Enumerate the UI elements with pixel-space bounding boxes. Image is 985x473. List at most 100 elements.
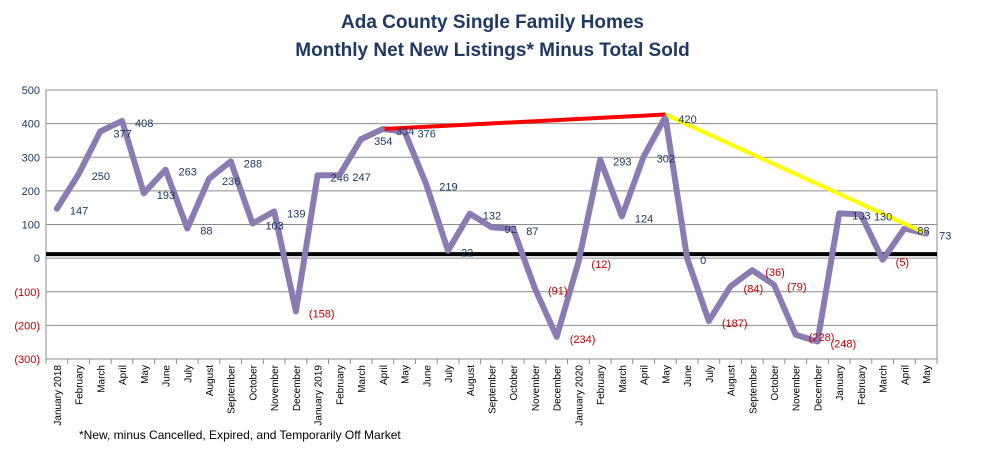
x-tick-label: April [118,365,129,385]
x-tick-label: February [75,365,86,405]
data-point [489,225,494,230]
data-point [185,226,190,231]
data-point [815,339,820,344]
data-label: 376 [418,129,436,141]
data-point [163,167,168,172]
data-point [424,182,429,187]
data-point [250,221,255,226]
data-label: 92 [505,224,517,236]
x-tick-label: August [727,365,738,396]
data-label: 22 [461,248,473,260]
data-label: (228) [809,332,835,344]
data-label: 302 [657,154,675,166]
data-label: 408 [135,118,153,130]
footnote: *New, minus Cancelled, Expired, and Temp… [79,428,401,442]
data-point [750,268,755,273]
x-tick-label: February [596,365,607,405]
chart-subtitle: Monthly Net New Listings* Minus Total So… [295,40,690,61]
x-tick-label: January 2018 [53,365,64,426]
data-label: 219 [439,181,457,193]
x-tick-label: November [792,364,803,411]
data-point [446,248,451,253]
x-tick-label: December [292,364,303,411]
x-tick-label: June [162,365,173,387]
y-tick-label: 400 [22,119,40,131]
x-tick-label: July [183,365,194,383]
data-label: 132 [483,211,501,223]
x-tick-label: November [531,364,542,411]
y-tick-label: (300) [14,354,40,366]
x-tick-label: February [857,365,868,405]
data-label: (36) [765,267,785,279]
y-tick-label: (100) [14,287,40,299]
x-tick-label: January 2020 [574,365,585,426]
data-point [924,231,929,236]
x-tick-label: April [379,365,390,385]
data-label: 130 [874,211,892,223]
data-point [76,172,81,177]
data-point [467,211,472,216]
x-tick-label: October [770,364,781,400]
data-point [315,173,320,178]
data-label: (158) [309,308,335,320]
y-tick-label: 200 [22,186,40,198]
data-point [402,129,407,134]
data-label: 263 [179,167,197,179]
x-tick-label: March [618,365,629,393]
data-label: 420 [678,114,696,126]
data-label: (79) [787,282,807,294]
y-tick-label: 300 [22,152,40,164]
data-point [598,157,603,162]
data-point [554,334,559,339]
data-point [902,226,907,231]
data-point [272,209,277,214]
data-label: 103 [265,220,283,232]
x-tick-label: September [227,364,238,414]
data-label: 0 [700,255,706,267]
x-tick-label: October [509,364,520,400]
x-tick-label: July [705,365,716,383]
data-point [858,212,863,217]
data-point [206,176,211,181]
x-tick-label: July [444,365,455,383]
trend-line [664,112,927,236]
data-label: (248) [830,339,856,351]
data-label: 377 [113,128,131,140]
y-tick-label: 0 [34,253,40,265]
data-label: 193 [157,190,175,202]
data-label: 73 [939,231,951,243]
data-point [793,332,798,337]
data-label: (84) [744,283,764,295]
data-point [337,173,342,178]
data-point [663,114,668,119]
x-tick-label: May [140,365,151,384]
data-label: 133 [852,210,870,222]
data-point [576,260,581,265]
data-point [54,206,59,211]
data-point [685,256,690,261]
x-tick-label: September [748,364,759,414]
plot-area [45,89,938,360]
data-point [380,127,385,132]
data-label: (5) [896,257,909,269]
data-label: 87 [526,226,538,238]
x-tick-label: August [466,365,477,396]
data-point [359,137,364,142]
data-point [837,211,842,216]
y-tick-label: 500 [22,85,40,97]
x-tick-label: January [835,365,846,401]
x-tick-label: May [401,365,412,384]
x-tick-label: June [683,365,694,387]
x-tick-label: May [922,365,933,384]
data-point [706,319,711,324]
x-tick-label: December [553,364,564,411]
chart-title: Ada County Single Family Homes [341,12,644,33]
y-tick-label: (200) [14,320,40,332]
data-label: (91) [548,286,568,298]
x-tick-label: August [205,365,216,396]
x-tick-label: November [270,364,281,411]
data-label: (12) [591,259,611,271]
trend-line [382,112,666,132]
data-point [619,214,624,219]
